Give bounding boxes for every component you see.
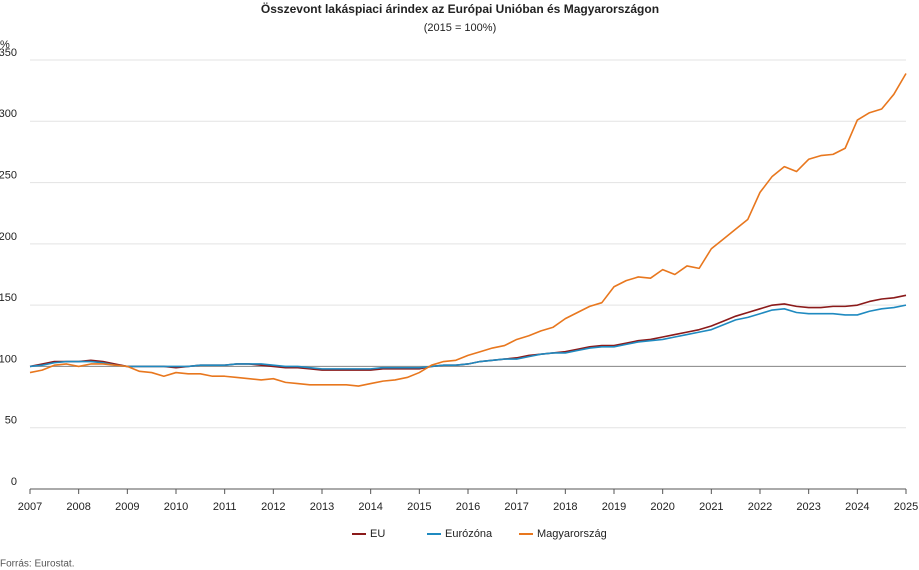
- y-tick-label: 300: [0, 108, 17, 120]
- x-tick-label: 2012: [261, 501, 285, 513]
- x-tick-label: 2009: [115, 501, 139, 513]
- y-tick-label: 200: [0, 231, 17, 243]
- series-line: [29, 73, 907, 387]
- x-tick-label: 2007: [18, 501, 42, 513]
- source: Forrás: Eurostat.: [0, 559, 74, 570]
- x-tick-label: 2015: [407, 501, 431, 513]
- y-axis-label: %: [0, 39, 10, 51]
- series-line: [29, 304, 907, 370]
- x-tick-label: 2013: [310, 501, 334, 513]
- x-tick-label: 2011: [213, 501, 237, 513]
- x-tick-label: 2022: [748, 501, 772, 513]
- x-tick-label: 2025: [894, 501, 918, 513]
- x-tick-label: 2014: [358, 501, 382, 513]
- series-line: [29, 294, 907, 371]
- y-tick-label: 0: [11, 476, 17, 488]
- x-tick-label: 2020: [650, 501, 674, 513]
- x-tick-label: 2023: [796, 501, 820, 513]
- chart-subtitle: (2015 = 100%): [424, 22, 496, 34]
- x-tick-label: 2008: [66, 501, 90, 513]
- y-tick-label: 100: [0, 353, 17, 365]
- chart-title: Összevont lakáspiaci árindex az Európai …: [261, 1, 659, 16]
- x-tick-label: 2018: [553, 501, 577, 513]
- y-tick-label: 50: [5, 415, 17, 427]
- y-tick-label: 150: [0, 292, 17, 304]
- x-tick-label: 2024: [845, 501, 869, 513]
- x-tick-label: 2016: [456, 501, 480, 513]
- legend-label: Eurózóna: [445, 528, 493, 540]
- x-tick-label: 2019: [602, 501, 626, 513]
- legend-label: EU: [370, 528, 385, 540]
- x-tick-label: 2021: [699, 501, 723, 513]
- legend-label: Magyarország: [537, 528, 607, 540]
- y-tick-label: 350: [0, 47, 17, 59]
- x-tick-label: 2010: [164, 501, 188, 513]
- x-tick-label: 2017: [504, 501, 528, 513]
- y-tick-label: 250: [0, 169, 17, 181]
